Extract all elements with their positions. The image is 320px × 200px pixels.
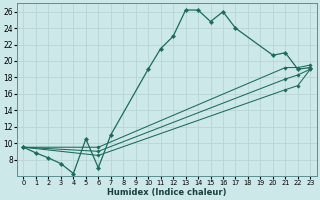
X-axis label: Humidex (Indice chaleur): Humidex (Indice chaleur) <box>107 188 227 197</box>
